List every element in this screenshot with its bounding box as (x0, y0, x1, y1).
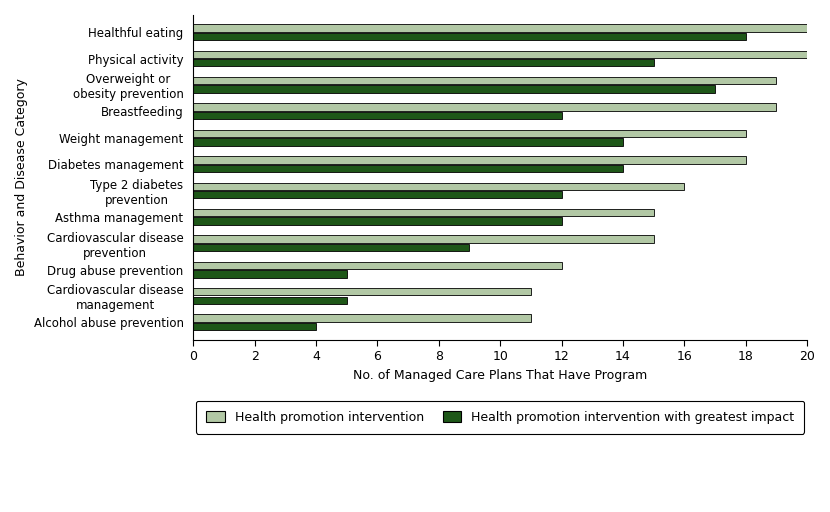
Bar (193, 209, 653, 216)
Bar (193, 130, 745, 137)
Bar (193, 218, 562, 225)
Bar (193, 156, 745, 163)
Bar (193, 103, 776, 111)
Bar (193, 138, 623, 145)
Bar (193, 296, 347, 304)
Y-axis label: Behavior and Disease Category: Behavior and Disease Category (15, 78, 28, 276)
Bar (193, 314, 531, 322)
Bar (193, 191, 562, 198)
Bar (193, 51, 807, 58)
Bar (193, 183, 684, 190)
Bar (193, 24, 807, 32)
Bar (193, 59, 653, 67)
Bar (193, 323, 316, 330)
Legend: Health promotion intervention, Health promotion intervention with greatest impac: Health promotion intervention, Health pr… (196, 401, 804, 434)
Bar (193, 270, 347, 278)
Bar (193, 164, 623, 172)
Bar (193, 112, 562, 119)
Bar (193, 288, 531, 295)
Bar (193, 77, 776, 84)
Bar (193, 236, 653, 243)
Bar (193, 262, 562, 269)
Bar (193, 244, 470, 251)
X-axis label: No. of Managed Care Plans That Have Program: No. of Managed Care Plans That Have Prog… (353, 369, 647, 381)
Bar (193, 86, 715, 93)
Bar (193, 33, 745, 40)
